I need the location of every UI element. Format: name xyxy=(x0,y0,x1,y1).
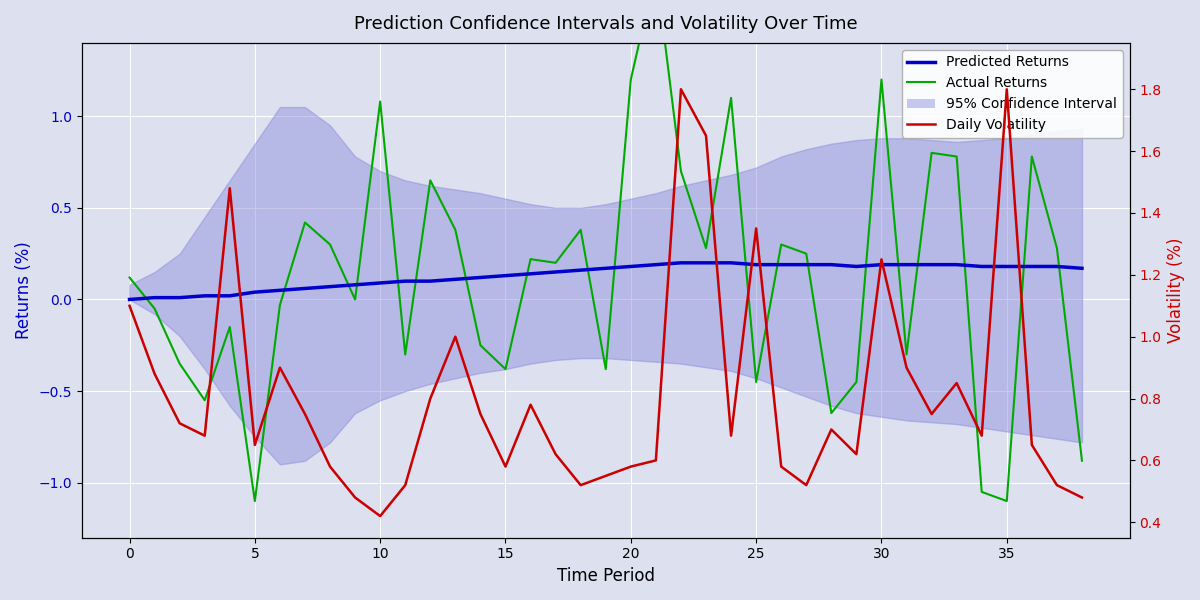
Y-axis label: Volatility (%): Volatility (%) xyxy=(1168,238,1186,343)
X-axis label: Time Period: Time Period xyxy=(557,567,655,585)
Legend: Predicted Returns, Actual Returns, 95% Confidence Interval, Daily Volatility: Predicted Returns, Actual Returns, 95% C… xyxy=(901,50,1123,138)
Y-axis label: Returns (%): Returns (%) xyxy=(14,241,32,339)
Title: Prediction Confidence Intervals and Volatility Over Time: Prediction Confidence Intervals and Vola… xyxy=(354,15,858,33)
